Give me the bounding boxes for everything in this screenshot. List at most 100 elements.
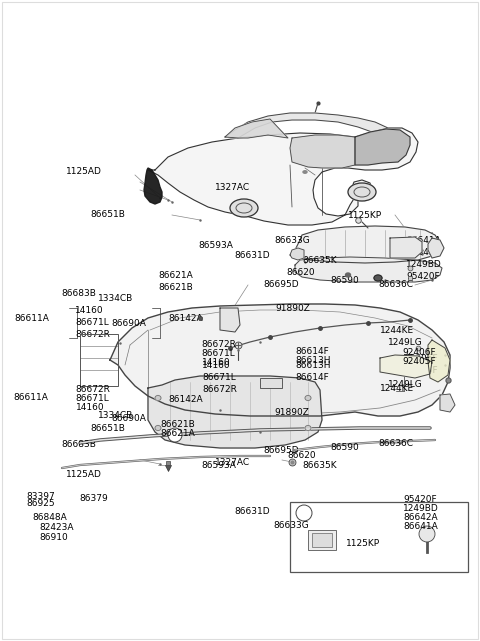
Polygon shape: [296, 226, 440, 263]
Text: 86695D: 86695D: [263, 445, 299, 454]
Text: 1244KE: 1244KE: [380, 383, 414, 392]
Text: 14160: 14160: [76, 403, 105, 412]
Polygon shape: [290, 135, 355, 168]
Text: 86671L: 86671L: [202, 372, 236, 381]
Text: 86590: 86590: [330, 276, 359, 285]
Text: 1327AC: 1327AC: [215, 183, 250, 192]
Text: a: a: [301, 508, 307, 517]
Text: 86620: 86620: [287, 451, 316, 460]
Text: 86848A: 86848A: [33, 513, 67, 522]
Ellipse shape: [155, 426, 161, 431]
Bar: [80, 334, 118, 386]
Text: 86671L: 86671L: [202, 349, 235, 358]
Polygon shape: [148, 128, 418, 225]
Text: 86633G: 86633G: [274, 521, 309, 530]
Text: 86142A: 86142A: [168, 313, 203, 322]
Polygon shape: [220, 308, 240, 332]
Text: 1125AD: 1125AD: [66, 167, 102, 176]
Text: 86910: 86910: [39, 533, 68, 542]
Text: 86614F: 86614F: [295, 347, 329, 356]
Polygon shape: [440, 394, 455, 412]
Text: 14160: 14160: [202, 358, 230, 367]
Polygon shape: [225, 119, 288, 138]
Ellipse shape: [303, 171, 307, 173]
Ellipse shape: [305, 426, 311, 431]
Bar: [260, 378, 282, 388]
Polygon shape: [290, 248, 304, 260]
Text: 92405F: 92405F: [402, 357, 436, 366]
Polygon shape: [144, 168, 162, 204]
Text: 86636C: 86636C: [378, 279, 413, 288]
Ellipse shape: [230, 199, 258, 217]
Polygon shape: [428, 340, 450, 382]
Text: 1334CB: 1334CB: [98, 411, 133, 420]
Ellipse shape: [374, 275, 382, 281]
Text: 86593F: 86593F: [410, 508, 444, 517]
Text: 86611A: 86611A: [13, 393, 48, 402]
Polygon shape: [380, 355, 432, 378]
Text: 86614F: 86614F: [295, 372, 329, 381]
Bar: [308, 530, 336, 550]
Text: 83397: 83397: [26, 492, 55, 501]
Text: 86642A: 86642A: [403, 513, 438, 522]
Text: 92405F: 92405F: [404, 353, 438, 363]
Text: 86631D: 86631D: [234, 507, 270, 516]
Ellipse shape: [348, 183, 376, 201]
Text: 86635K: 86635K: [302, 461, 337, 470]
Text: 86379: 86379: [79, 494, 108, 503]
Text: 1125KP: 1125KP: [348, 210, 382, 219]
Text: 92406F: 92406F: [402, 348, 436, 357]
Bar: [420, 232, 432, 254]
Circle shape: [296, 505, 312, 521]
Polygon shape: [110, 304, 450, 416]
Text: 1125AD: 1125AD: [66, 469, 102, 478]
Polygon shape: [295, 257, 442, 282]
Text: 86690A: 86690A: [111, 319, 146, 328]
Text: 95420F: 95420F: [403, 495, 437, 504]
Polygon shape: [148, 376, 322, 448]
Text: 86671L: 86671L: [75, 317, 109, 326]
Ellipse shape: [305, 395, 311, 401]
Text: 86651B: 86651B: [90, 424, 125, 433]
Text: 1249BD: 1249BD: [406, 260, 442, 269]
Text: 86613H: 86613H: [295, 360, 331, 369]
Ellipse shape: [155, 395, 161, 401]
Text: 86633G: 86633G: [274, 235, 310, 244]
Text: 86695D: 86695D: [263, 280, 299, 289]
Text: a: a: [173, 431, 178, 440]
Text: 86590: 86590: [330, 443, 359, 452]
Text: 1334CB: 1334CB: [98, 294, 133, 303]
Text: 86641A: 86641A: [406, 235, 441, 244]
Circle shape: [419, 526, 435, 542]
Bar: [290, 502, 468, 572]
Text: 92406F: 92406F: [404, 365, 438, 374]
Text: 86642A: 86642A: [406, 247, 441, 256]
Text: 86641A: 86641A: [403, 522, 438, 531]
Text: 86690A: 86690A: [111, 413, 146, 422]
Text: 86672R: 86672R: [75, 329, 110, 338]
Text: 82423A: 82423A: [39, 523, 74, 532]
Text: 86672R: 86672R: [202, 385, 237, 394]
Text: 1249BD: 1249BD: [403, 504, 439, 513]
Polygon shape: [428, 238, 444, 258]
Text: 86621A: 86621A: [158, 271, 193, 279]
Text: 86142A: 86142A: [168, 395, 203, 404]
Text: 86613H: 86613H: [295, 356, 331, 365]
Text: 14160: 14160: [202, 360, 230, 369]
Text: 86925: 86925: [26, 499, 55, 508]
Bar: [312, 533, 332, 547]
Text: 1249LG: 1249LG: [388, 338, 423, 347]
Text: 86651B: 86651B: [90, 210, 125, 219]
Text: 86683B: 86683B: [61, 289, 96, 298]
Bar: [385, 232, 403, 254]
Text: 86611A: 86611A: [14, 313, 49, 322]
Text: 86636C: 86636C: [378, 439, 413, 448]
Text: 86631D: 86631D: [234, 251, 270, 260]
Text: 86621B: 86621B: [161, 420, 195, 429]
Polygon shape: [225, 113, 388, 138]
Text: 1327AC: 1327AC: [215, 458, 250, 467]
Text: 86621B: 86621B: [158, 283, 193, 292]
Bar: [310, 232, 328, 254]
Text: 86672R: 86672R: [76, 385, 111, 394]
Text: 91890Z: 91890Z: [275, 303, 310, 313]
